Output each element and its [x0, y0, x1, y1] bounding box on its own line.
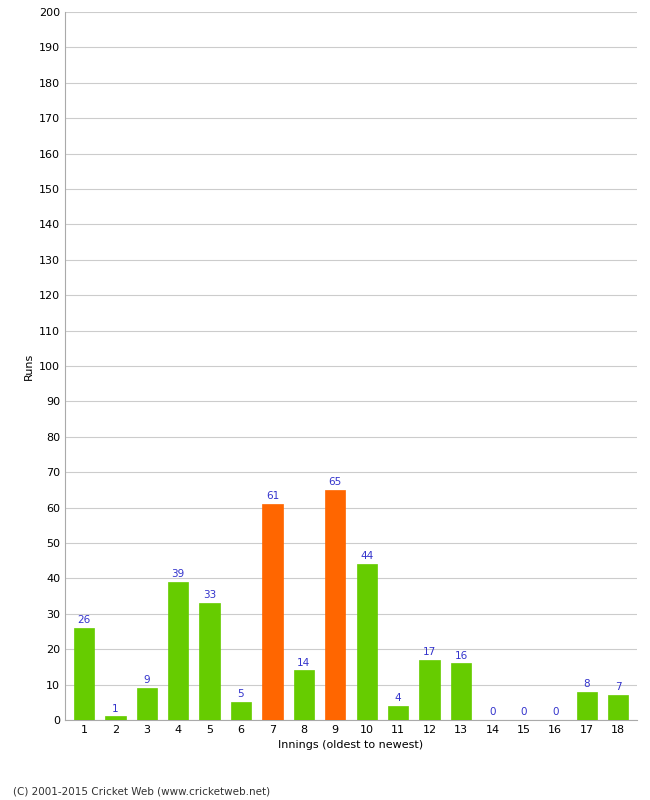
Text: 7: 7 — [615, 682, 621, 692]
Text: 0: 0 — [552, 707, 558, 717]
Text: 39: 39 — [172, 569, 185, 579]
Bar — [388, 706, 408, 720]
Bar — [200, 603, 220, 720]
Text: 65: 65 — [329, 477, 342, 487]
Text: 8: 8 — [584, 679, 590, 689]
Text: 33: 33 — [203, 590, 216, 600]
Text: 0: 0 — [521, 707, 527, 717]
Bar — [356, 564, 377, 720]
Text: (C) 2001-2015 Cricket Web (www.cricketweb.net): (C) 2001-2015 Cricket Web (www.cricketwe… — [13, 786, 270, 796]
Bar — [419, 660, 440, 720]
Text: 16: 16 — [454, 650, 467, 661]
Text: 5: 5 — [238, 690, 244, 699]
Bar — [608, 695, 629, 720]
Text: 44: 44 — [360, 551, 373, 562]
Bar — [577, 692, 597, 720]
Bar — [231, 702, 251, 720]
Bar — [262, 504, 283, 720]
Bar — [136, 688, 157, 720]
Text: 61: 61 — [266, 491, 279, 502]
Text: 14: 14 — [297, 658, 311, 668]
Text: 1: 1 — [112, 704, 118, 714]
X-axis label: Innings (oldest to newest): Innings (oldest to newest) — [278, 741, 424, 750]
Bar — [73, 628, 94, 720]
Text: 9: 9 — [144, 675, 150, 686]
Bar — [451, 663, 471, 720]
Y-axis label: Runs: Runs — [23, 352, 33, 380]
Text: 0: 0 — [489, 707, 496, 717]
Bar — [294, 670, 314, 720]
Text: 4: 4 — [395, 693, 402, 703]
Bar — [168, 582, 188, 720]
Bar — [105, 717, 125, 720]
Text: 26: 26 — [77, 615, 90, 625]
Bar — [325, 490, 346, 720]
Text: 17: 17 — [423, 647, 436, 657]
